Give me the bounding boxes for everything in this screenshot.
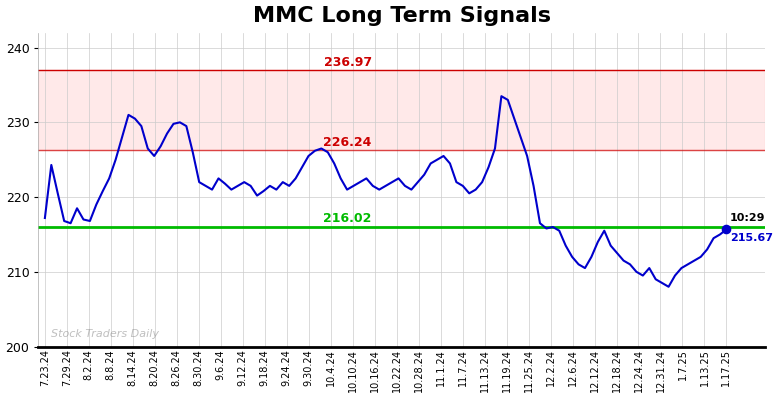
- Text: 236.97: 236.97: [324, 56, 372, 69]
- Text: 216.02: 216.02: [324, 212, 372, 225]
- Bar: [38, 70, 765, 150]
- Text: 215.67: 215.67: [730, 233, 773, 243]
- Text: Stock Traders Daily: Stock Traders Daily: [51, 329, 159, 339]
- Text: 10:29: 10:29: [730, 213, 765, 223]
- Text: 226.24: 226.24: [324, 136, 372, 149]
- Point: [720, 226, 733, 232]
- Title: MMC Long Term Signals: MMC Long Term Signals: [252, 6, 550, 25]
